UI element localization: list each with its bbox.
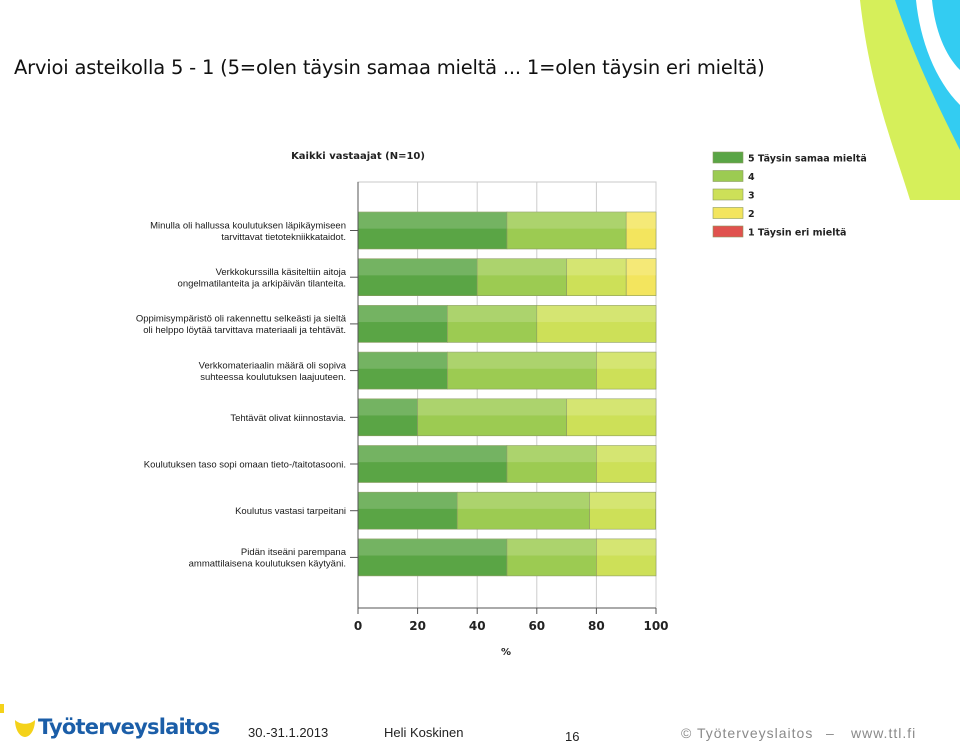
bar-highlight	[596, 352, 656, 369]
bar-highlight	[358, 538, 507, 556]
x-tick-label: 100	[643, 619, 668, 633]
bar-highlight	[477, 258, 567, 276]
bar-highlight	[507, 212, 627, 229]
bar-highlight	[596, 538, 656, 556]
logo-icon	[15, 720, 35, 737]
x-tick-label: 80	[588, 619, 605, 633]
bar-highlight	[507, 445, 597, 463]
category-label: Pidän itseäni parempana	[241, 547, 347, 558]
bar-highlight	[566, 258, 627, 276]
bar-segment	[596, 538, 657, 577]
bar-segment	[447, 305, 538, 343]
legend-label: 4	[748, 172, 755, 183]
bar-highlight	[447, 305, 537, 323]
bar-highlight	[417, 398, 567, 416]
footer-author: Heli Koskinen	[384, 725, 464, 740]
category-label: ongelmatilanteita ja arkipäivän tilantei…	[178, 278, 346, 289]
category-label: oli helppo löytää tarvittava materiaali …	[143, 325, 346, 336]
bar-segment	[625, 211, 657, 250]
footer-copyright: © Työterveyslaitos	[681, 725, 814, 741]
footer-date: 30.-31.1.2013	[248, 725, 329, 740]
bar-segment	[506, 445, 597, 483]
bar-highlight	[626, 212, 656, 229]
legend-swatch	[712, 225, 744, 238]
logo-text: Työterveyslaitos	[38, 715, 220, 739]
legend-label: 3	[748, 191, 755, 202]
bar-segment	[357, 305, 448, 343]
category-label: Koulutus vastasi tarpeitani	[235, 506, 346, 517]
bar-highlight	[358, 258, 478, 276]
bar-highlight	[358, 212, 507, 229]
white-curve	[916, 0, 960, 105]
bar-segment	[506, 211, 627, 250]
legend-label: 5 Täysin samaa mieltä	[748, 154, 867, 165]
category-label: tarvittavat tietotekniikkataidot.	[221, 232, 346, 243]
bar-highlight	[596, 445, 656, 463]
x-axis: 0 20 40 60 80 100	[350, 182, 669, 633]
bar-highlight	[457, 492, 590, 509]
legend-swatch	[712, 188, 744, 201]
bar-highlight	[358, 352, 448, 369]
bar-segment	[357, 538, 508, 577]
bar-segment	[589, 491, 657, 530]
yellow-notch	[0, 704, 4, 713]
legend: 5 Täysin samaa mieltä 4 3 2 1 Täysin eri mie…	[712, 151, 867, 239]
bar-highlight	[507, 538, 597, 556]
category-label: Tehtävät olivat kiinnostavia.	[230, 413, 346, 424]
bar-segment	[456, 491, 590, 530]
x-tick-label: 0	[354, 619, 362, 633]
bar-segment	[625, 258, 657, 297]
legend-swatch	[712, 170, 744, 182]
bar-segment	[536, 305, 657, 343]
category-label: Minulla oli hallussa koulutuksen läpikäy…	[150, 220, 346, 231]
bar-segment	[596, 445, 657, 483]
bar-highlight	[626, 258, 656, 276]
footer-dash: –	[826, 725, 835, 741]
stacked-bar-chart: Minulla oli hallussa koulutuksen läpikäy…	[136, 151, 867, 658]
category-label: Koulutuksen taso sopi omaan tieto-/taito…	[144, 460, 346, 471]
bar-segment	[506, 538, 597, 577]
bar-highlight	[358, 492, 458, 509]
bar-segment	[357, 351, 448, 390]
category-labels: Minulla oli hallussa koulutuksen läpikäy…	[136, 220, 347, 569]
bar-segment	[357, 211, 508, 250]
bar-segment	[566, 398, 657, 437]
x-tick-label: 20	[409, 619, 426, 633]
legend-label: 1 Täysin eri mieltä	[748, 228, 846, 239]
footer-url: www.ttl.fi	[851, 725, 917, 741]
page-number: 16	[565, 729, 580, 744]
category-label: Verkkomateriaalin määrä oli sopiva	[199, 360, 347, 371]
x-tick-label: 60	[528, 619, 545, 633]
x-axis-label: %	[501, 647, 511, 658]
legend-label: 2	[748, 209, 755, 220]
bar-highlight	[447, 352, 597, 369]
bar-segment	[447, 351, 597, 390]
bar-segment	[357, 445, 508, 483]
category-label: suhteessa koulutuksen laajuuteen.	[200, 372, 346, 383]
category-label: Verkkokurssilla käsiteltiin aitoja	[216, 267, 347, 278]
legend-swatch	[712, 207, 744, 219]
bar-highlight	[589, 492, 656, 509]
chart-title: Kaikki vastaajat (N=10)	[291, 151, 425, 162]
category-label: ammattilaisena koulutuksen käytyäni.	[189, 559, 346, 570]
category-label: Oppimisympäristö oli rakennettu selkeäst…	[136, 314, 347, 325]
bar-highlight	[566, 398, 656, 416]
x-tick-label: 40	[469, 619, 486, 633]
bars	[357, 211, 657, 577]
bar-highlight	[536, 305, 656, 323]
cyan-shape	[895, 0, 960, 150]
bar-highlight	[358, 305, 448, 323]
corner-decoration	[860, 0, 960, 200]
bar-highlight	[358, 398, 418, 416]
bar-segment	[357, 491, 458, 530]
legend-swatch	[712, 151, 744, 164]
slide-title: Arvioi asteikolla 5 - 1 (5=olen täysin s…	[14, 56, 765, 79]
bar-highlight	[358, 445, 507, 463]
bar-segment	[596, 351, 657, 390]
